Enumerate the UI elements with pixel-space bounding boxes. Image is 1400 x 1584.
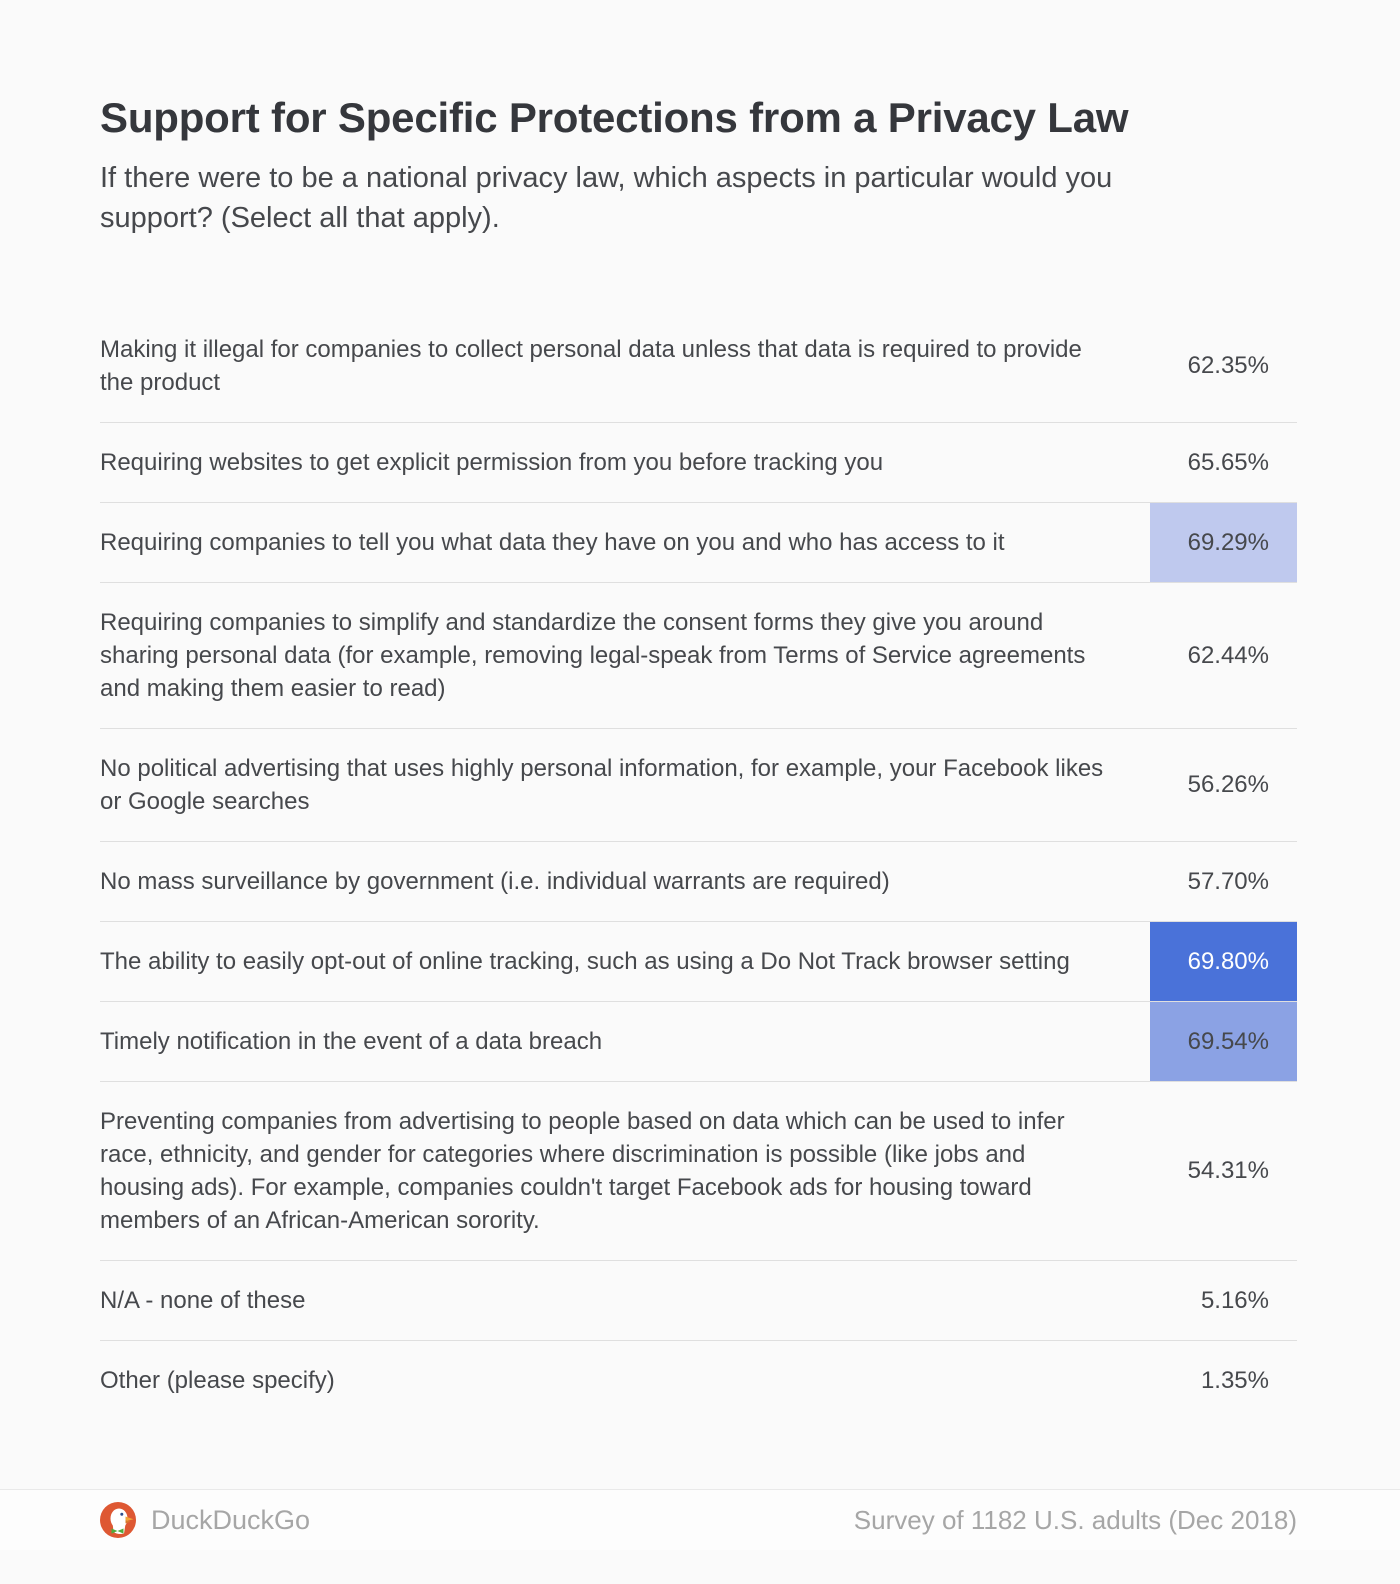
row-value: 62.44% — [1187, 641, 1269, 669]
row-label: Requiring companies to simplify and stan… — [100, 609, 1086, 702]
row-label: Preventing companies from advertising to… — [100, 1108, 1065, 1234]
header: Support for Specific Protections from a … — [100, 0, 1297, 238]
survey-note: Survey of 1182 U.S. adults (Dec 2018) — [853, 1504, 1297, 1535]
table-row: Other (please specify) 1.35% — [100, 1341, 1297, 1420]
table-row: No mass surveillance by government (i.e.… — [100, 842, 1297, 922]
brand-name: DuckDuckGo — [151, 1504, 311, 1535]
row-label: Timely notification in the event of a da… — [100, 1028, 603, 1055]
row-value: 5.16% — [1200, 1286, 1269, 1314]
table-row: Requiring companies to simplify and stan… — [100, 583, 1297, 729]
row-label: The ability to easily opt-out of online … — [100, 948, 1070, 975]
row-value: 54.31% — [1187, 1157, 1269, 1184]
table-row: Making it illegal for companies to colle… — [100, 310, 1297, 423]
row-value: 69.80% — [1150, 922, 1297, 1001]
row-label: Requiring websites to get explicit permi… — [100, 449, 884, 476]
row-label: N/A - none of these — [100, 1287, 306, 1314]
table-row: Requiring companies to tell you what dat… — [100, 503, 1297, 583]
row-label: No political advertising that uses highl… — [100, 755, 1104, 815]
table-row: The ability to easily opt-out of online … — [100, 922, 1297, 1002]
row-value: 57.70% — [1187, 867, 1269, 895]
row-label: Making it illegal for companies to colle… — [100, 336, 1082, 396]
row-value: 62.35% — [1187, 352, 1269, 379]
table-row: N/A - none of these 5.16% — [100, 1261, 1297, 1341]
table-row: Preventing companies from advertising to… — [100, 1082, 1297, 1261]
footer: DuckDuckGo Survey of 1182 U.S. adults (D… — [0, 1489, 1400, 1550]
row-label: Requiring companies to tell you what dat… — [100, 529, 1005, 556]
page-subtitle: If there were to be a national privacy l… — [100, 162, 1113, 234]
page-title: Support for Specific Protections from a … — [100, 94, 1129, 141]
row-value: 69.29% — [1150, 503, 1297, 582]
results-table: Making it illegal for companies to colle… — [100, 310, 1297, 1420]
row-value: 65.65% — [1187, 448, 1269, 476]
row-value: 56.26% — [1187, 771, 1269, 798]
row-value: 69.54% — [1150, 1002, 1297, 1081]
row-label: No mass surveillance by government (i.e.… — [100, 868, 890, 895]
table-row: Timely notification in the event of a da… — [100, 1002, 1297, 1082]
table-row: Requiring websites to get explicit permi… — [100, 423, 1297, 503]
table-row: No political advertising that uses highl… — [100, 729, 1297, 842]
row-label: Other (please specify) — [100, 1367, 335, 1394]
duckduckgo-logo-icon — [100, 1502, 136, 1538]
row-value: 1.35% — [1200, 1366, 1269, 1394]
footer-spacer — [0, 1420, 1400, 1489]
brand: DuckDuckGo — [100, 1502, 310, 1538]
